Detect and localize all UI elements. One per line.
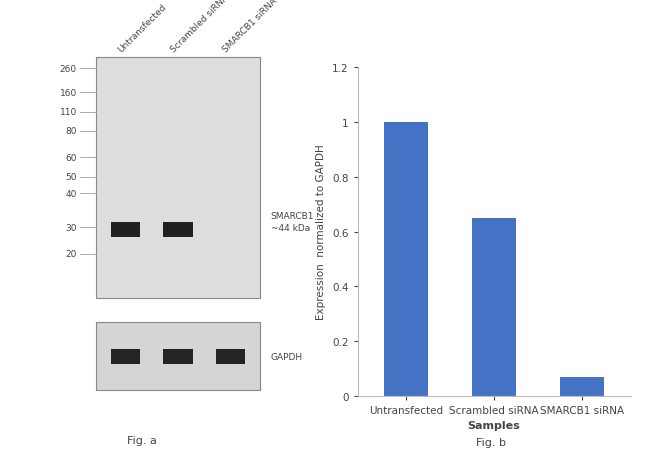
Text: 60: 60 xyxy=(66,153,77,162)
Text: 30: 30 xyxy=(66,223,77,232)
Text: 40: 40 xyxy=(66,189,77,198)
Text: Untransfected: Untransfected xyxy=(116,2,168,54)
Text: 80: 80 xyxy=(66,127,77,136)
Bar xyxy=(96,58,260,298)
Y-axis label: Expression  normalized to GAPDH: Expression normalized to GAPDH xyxy=(317,144,326,320)
Text: 160: 160 xyxy=(60,89,77,97)
Bar xyxy=(111,222,140,238)
Bar xyxy=(384,123,428,396)
Bar xyxy=(216,349,245,364)
Text: 110: 110 xyxy=(60,108,77,117)
Text: 260: 260 xyxy=(60,65,77,74)
Bar xyxy=(472,218,516,396)
X-axis label: Samples: Samples xyxy=(467,420,521,430)
Text: Fig. a: Fig. a xyxy=(127,435,157,445)
Bar xyxy=(96,323,260,390)
Bar xyxy=(163,349,192,364)
Text: Scrambled siRNA: Scrambled siRNA xyxy=(169,0,230,54)
Bar xyxy=(163,222,192,238)
Text: 50: 50 xyxy=(66,172,77,182)
Text: 20: 20 xyxy=(66,249,77,258)
Text: SMARCB1
~44 kDa: SMARCB1 ~44 kDa xyxy=(270,212,314,233)
Text: Fig. b: Fig. b xyxy=(476,437,506,447)
Bar xyxy=(560,377,604,396)
Text: GAPDH: GAPDH xyxy=(270,352,303,361)
Text: SMARCB1 siRNA: SMARCB1 siRNA xyxy=(221,0,279,54)
Bar xyxy=(111,349,140,364)
